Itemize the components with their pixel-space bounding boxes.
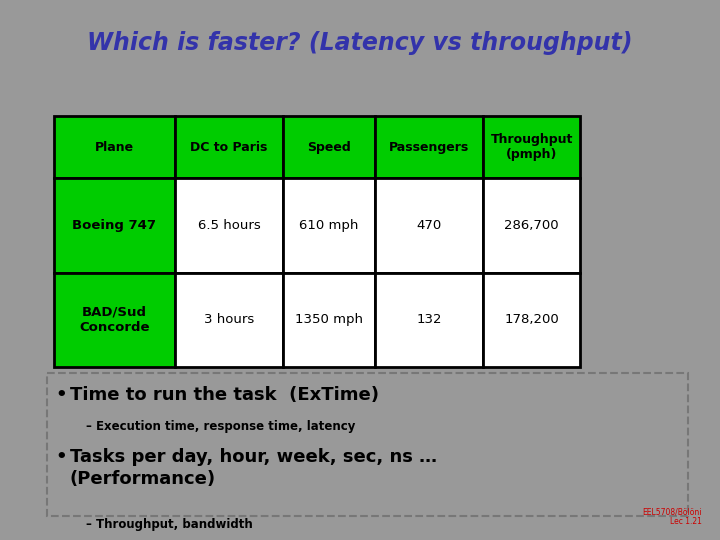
Text: Time to run the task  (ExTime): Time to run the task (ExTime) — [70, 386, 379, 404]
Text: Boeing 747: Boeing 747 — [73, 219, 156, 232]
Bar — [47, 373, 688, 516]
Bar — [175, 116, 283, 178]
Bar — [175, 178, 283, 273]
Text: – Execution time, response time, latency: – Execution time, response time, latency — [86, 420, 356, 433]
Text: Tasks per day, hour, week, sec, ns …
(Performance): Tasks per day, hour, week, sec, ns … (Pe… — [70, 448, 437, 488]
Bar — [483, 116, 580, 178]
Text: Plane: Plane — [95, 140, 134, 154]
Bar — [374, 116, 483, 178]
Text: Passengers: Passengers — [389, 140, 469, 154]
Text: DC to Paris: DC to Paris — [190, 140, 268, 154]
Text: •: • — [55, 448, 67, 466]
Bar — [283, 273, 374, 367]
Text: Speed: Speed — [307, 140, 351, 154]
Bar — [374, 273, 483, 367]
Bar — [54, 178, 175, 273]
Bar — [374, 178, 483, 273]
Text: 6.5 hours: 6.5 hours — [197, 219, 261, 232]
Text: – Throughput, bandwidth: – Throughput, bandwidth — [86, 518, 253, 531]
Text: 1350 mph: 1350 mph — [295, 313, 363, 327]
Text: 470: 470 — [416, 219, 441, 232]
Text: •: • — [55, 386, 67, 404]
Text: 610 mph: 610 mph — [300, 219, 359, 232]
Text: EEL5708/Bölöni
Lec 1.21: EEL5708/Bölöni Lec 1.21 — [642, 507, 702, 526]
Bar — [175, 273, 283, 367]
Text: BAD/Sud
Concorde: BAD/Sud Concorde — [79, 306, 150, 334]
Text: 3 hours: 3 hours — [204, 313, 254, 327]
Text: 178,200: 178,200 — [504, 313, 559, 327]
Text: 286,700: 286,700 — [505, 219, 559, 232]
Bar — [283, 178, 374, 273]
Bar — [283, 116, 374, 178]
Bar — [483, 273, 580, 367]
Text: 132: 132 — [416, 313, 441, 327]
Text: Throughput
(pmph): Throughput (pmph) — [490, 133, 573, 161]
Text: Which is faster? (Latency vs throughput): Which is faster? (Latency vs throughput) — [87, 31, 633, 55]
Bar — [54, 116, 175, 178]
Bar — [54, 273, 175, 367]
Bar — [483, 178, 580, 273]
